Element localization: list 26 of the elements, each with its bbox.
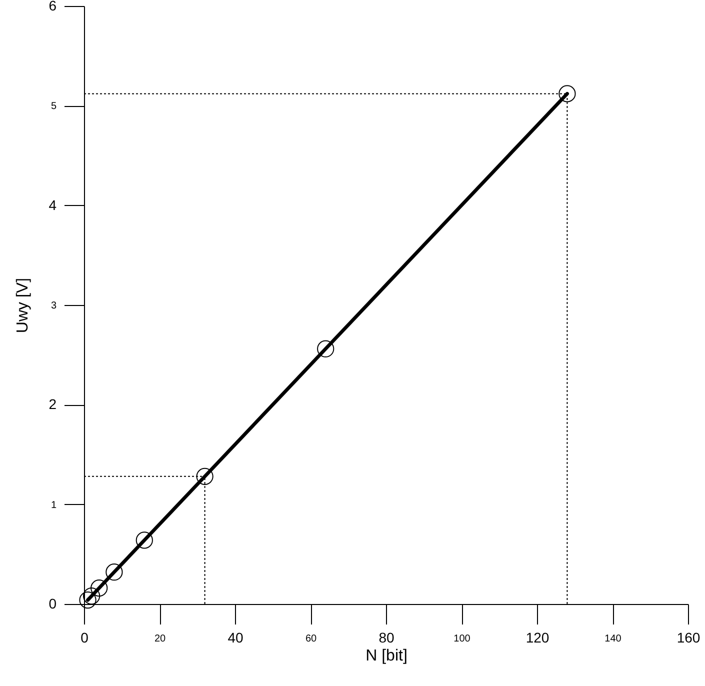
x-tick-label: 120 — [526, 630, 550, 646]
x-tick-label: 20 — [154, 634, 166, 644]
y-tick-label: 5 — [50, 101, 57, 112]
point — [136, 532, 153, 549]
y-axis-title: Uwy [V] — [14, 278, 32, 334]
y-tick-label: 4 — [48, 196, 57, 213]
y-tick-label: 3 — [50, 300, 57, 312]
y-tick-label: 2 — [48, 396, 57, 412]
x-tick-label: 100 — [454, 634, 471, 644]
point — [558, 85, 576, 102]
point — [79, 591, 96, 609]
point — [90, 580, 108, 597]
x-tick-label: 40 — [228, 630, 244, 646]
x-tick-label: 60 — [305, 634, 317, 644]
point — [317, 340, 334, 358]
x-tick-label: 80 — [378, 630, 394, 646]
point — [106, 564, 123, 581]
y-tick-label: 0 — [48, 596, 57, 612]
x-axis-title: N [bit] — [366, 648, 408, 664]
point — [196, 468, 214, 485]
x-tick-label: 160 — [676, 630, 700, 646]
x-tick-label: 0 — [80, 630, 89, 646]
y-tick-label: 1 — [50, 500, 57, 511]
x-tick-label: 140 — [604, 634, 622, 644]
y-tick-label: 6 — [48, 0, 57, 14]
point — [82, 587, 100, 605]
